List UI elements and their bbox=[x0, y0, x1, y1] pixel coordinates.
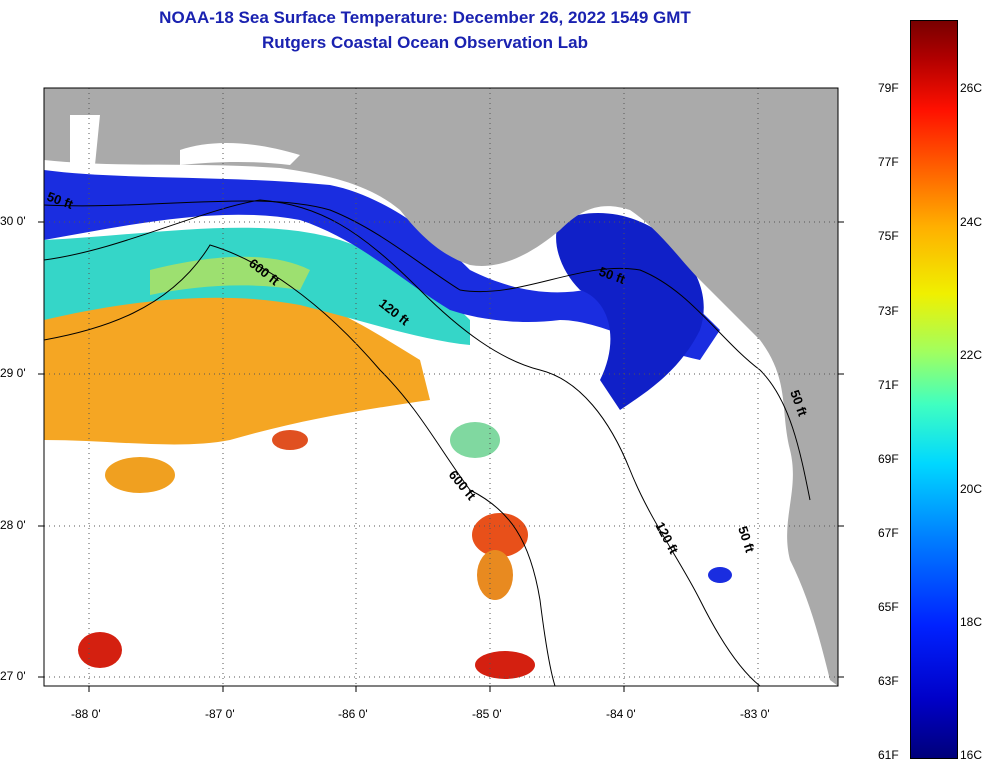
lon-label: -86 0' bbox=[338, 707, 368, 721]
sst-cool-band bbox=[44, 227, 470, 345]
colorbar-c-label: 22C bbox=[960, 348, 983, 362]
colorbar-f-label: 75F bbox=[878, 229, 899, 243]
sst-patch bbox=[475, 651, 535, 679]
lon-label: -85 0' bbox=[472, 707, 502, 721]
colorbar-f-label: 71F bbox=[878, 378, 899, 392]
sst-patch bbox=[708, 567, 732, 583]
axis-ticks bbox=[38, 221, 844, 692]
bay bbox=[70, 115, 100, 168]
lon-label: -87 0' bbox=[205, 707, 235, 721]
sst-green-patch bbox=[150, 256, 310, 295]
sst-patch bbox=[477, 550, 513, 600]
lon-label: -88 0' bbox=[71, 707, 101, 721]
map-frame bbox=[43, 87, 839, 687]
colorbar-f-label: 69F bbox=[878, 452, 899, 466]
colorbar-f-label: 77F bbox=[878, 155, 899, 169]
colorbar-f-label: 67F bbox=[878, 526, 899, 540]
lat-label: 28 0' bbox=[0, 518, 26, 532]
sst-warm-region bbox=[44, 287, 430, 445]
colorbar-f-label: 61F bbox=[878, 748, 899, 762]
lat-label: 30 0' bbox=[0, 214, 26, 228]
colorbar-f-label: 73F bbox=[878, 304, 899, 318]
lat-label: 29 0' bbox=[0, 366, 26, 380]
land-mass bbox=[44, 88, 838, 686]
colorbar-c-label: 20C bbox=[960, 482, 983, 496]
map-title: NOAA-18 Sea Surface Temperature: Decembe… bbox=[159, 8, 691, 27]
sst-cold-coastal bbox=[44, 170, 720, 360]
sst-patch bbox=[472, 513, 528, 557]
sst-cold-bigbend bbox=[556, 212, 704, 410]
colorbar-c-label: 16C bbox=[960, 748, 983, 762]
lat-label: 27 0' bbox=[0, 669, 26, 683]
sst-patch bbox=[78, 632, 122, 668]
contour-line-120ft bbox=[44, 199, 761, 686]
colorbar-f-label: 65F bbox=[878, 600, 899, 614]
colorbar-c-label: 26C bbox=[960, 81, 983, 95]
colorbar-c-label: 18C bbox=[960, 615, 983, 629]
colorbar-f-label: 63F bbox=[878, 674, 899, 688]
contour-line-600ft bbox=[44, 244, 556, 686]
lon-label: -83 0' bbox=[740, 707, 770, 721]
colorbar-f-label: 79F bbox=[878, 81, 899, 95]
sst-patch bbox=[272, 430, 308, 450]
color-scale-bar bbox=[910, 20, 958, 759]
sst-patch bbox=[450, 422, 500, 458]
sst-patch bbox=[105, 457, 175, 493]
lon-label: -84 0' bbox=[606, 707, 636, 721]
bay bbox=[180, 143, 300, 165]
map-subtitle: Rutgers Coastal Ocean Observation Lab bbox=[262, 33, 588, 52]
colorbar-c-label: 24C bbox=[960, 215, 983, 229]
